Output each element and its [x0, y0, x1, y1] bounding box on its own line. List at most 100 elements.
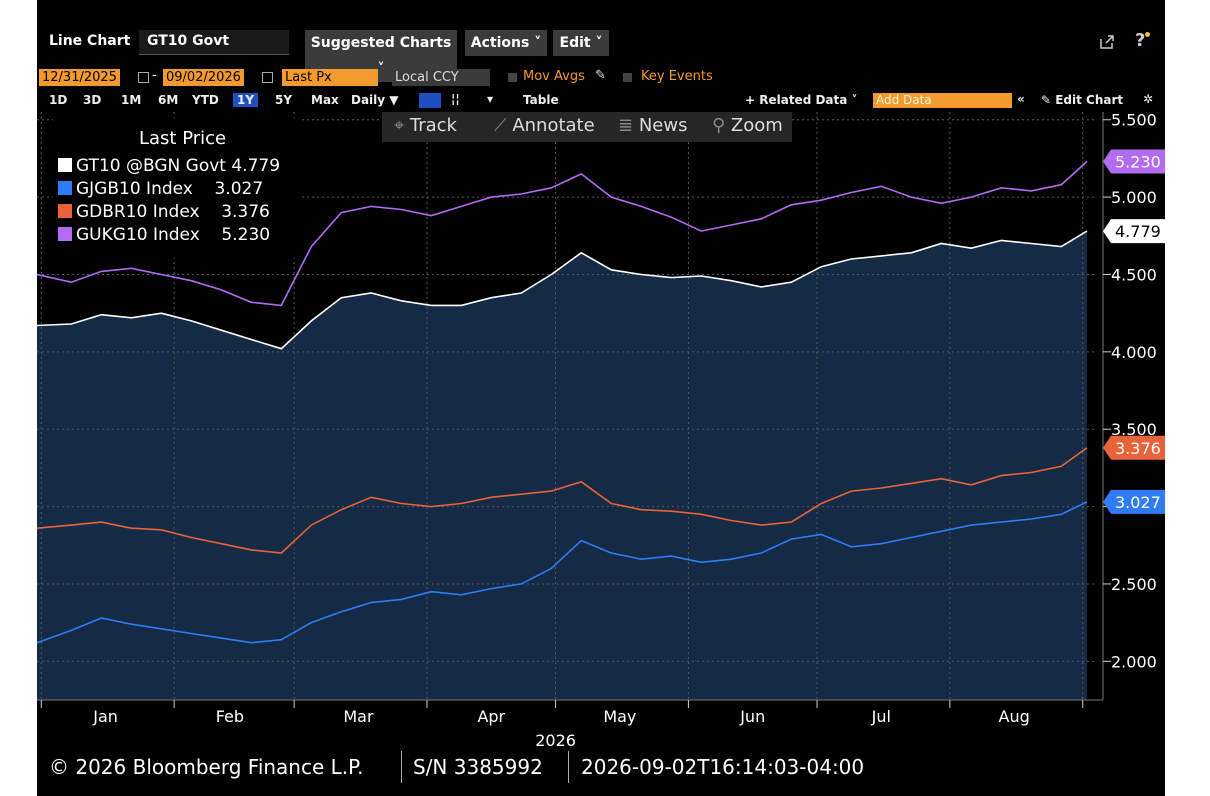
annotate-label: Annotate [512, 115, 595, 136]
value-tag-shape [1103, 219, 1165, 244]
calendar-icon[interactable] [262, 72, 273, 83]
footer-divider [401, 751, 402, 783]
legend-value: 3.027 [214, 179, 264, 199]
start-date-field[interactable]: 12/31/2025 [39, 69, 120, 86]
value-tag-label: 5.230 [1115, 153, 1161, 172]
edit-chart-button[interactable]: ✎ Edit Chart [1041, 93, 1123, 107]
legend-label: GJGB10 Index [76, 179, 193, 199]
x-tick-label: Jul [871, 707, 891, 726]
period-ytd[interactable]: YTD [192, 93, 219, 107]
checkbox-icon[interactable] [508, 73, 517, 82]
y-tick-label: 2.500 [1111, 575, 1157, 594]
legend-swatch [58, 181, 72, 195]
add-data-input[interactable]: Add Data [873, 93, 1012, 108]
x-tick-label: May [603, 707, 636, 726]
legend-value: 3.376 [221, 202, 270, 222]
last-value-tag-gt10: 4.779 [1103, 219, 1165, 244]
legend-label: GT10 @BGN Govt [76, 156, 226, 176]
bloomberg-chart-window: Line Chart GT10 Govt Suggested Charts ˅ … [37, 0, 1165, 796]
legend: Last Price GT10 @BGN Govt 4.779 GJGB10 I… [53, 118, 299, 258]
edit-chart-label: Edit Chart [1055, 93, 1124, 107]
x-tick-label: Mar [343, 707, 374, 726]
security-field[interactable]: GT10 Govt [139, 30, 289, 55]
serial-number: S/N 3385992 [413, 755, 543, 779]
help-icon[interactable]: ? [1135, 30, 1150, 51]
period-1m[interactable]: 1M [121, 93, 142, 107]
export-icon-graphic [1100, 35, 1114, 49]
export-icon[interactable] [1099, 34, 1115, 50]
period-3d[interactable]: 3D [83, 93, 102, 107]
period-max[interactable]: Max [311, 93, 339, 107]
legend-label: GDBR10 Index [76, 202, 200, 222]
x-tick-label: Jan [92, 707, 118, 726]
security-value: GT10 Govt [147, 33, 230, 49]
copyright-text: © 2026 Bloomberg Finance L.P. [49, 755, 364, 779]
track-label: Track [409, 115, 457, 136]
candle-icon[interactable]: ¦¦ [451, 92, 460, 106]
legend-value: 4.779 [231, 156, 281, 176]
x-tick-label: Aug [999, 707, 1030, 726]
help-dot-icon [1145, 32, 1150, 37]
news-button[interactable]: ≣ News [618, 115, 687, 136]
period-bar: 1D 3D 1M 6M YTD 1Y 5Y Max Daily ▼ ¦¦ ▾ T… [37, 92, 1165, 109]
calendar-icon[interactable] [138, 72, 149, 83]
legend-row-gukg10: GUKG10 Index 5.230 [58, 225, 270, 245]
pencil-icon: ✎ [1041, 93, 1056, 107]
annotate-button[interactable]: ⟋ Annotate [494, 115, 595, 136]
period-6m[interactable]: 6M [158, 93, 179, 107]
legend-row-gjgb10: GJGB10 Index 3.027 [58, 179, 263, 199]
crosshair-icon: ⌖ [394, 115, 410, 136]
field-selector[interactable]: Last Px [282, 69, 378, 86]
track-button[interactable]: ⌖ Track [394, 115, 457, 136]
legend-title: Last Price [139, 128, 227, 149]
last-value-tag-gdbr10: 3.376 [1103, 435, 1165, 460]
period-1y[interactable]: 1Y [233, 93, 259, 107]
controls-bar: 12/31/2025 - 09/02/2026 Last Px Local CC… [37, 65, 1165, 93]
zoom-button[interactable]: ⚲ Zoom [712, 115, 783, 136]
news-lines-icon: ≣ [618, 115, 639, 136]
legend-row-gdbr10: GDBR10 Index 3.376 [58, 202, 270, 222]
frequency-selector[interactable]: Daily ▼ [351, 93, 399, 107]
last-value-tag-gukg10: 5.230 [1103, 149, 1165, 174]
legend-value: 5.230 [221, 225, 271, 245]
chart-toolbar: ⌖ Track ⟋ Annotate ≣ News ⚲ Zoom [382, 112, 792, 142]
checkbox-icon[interactable] [623, 73, 632, 82]
y-tick-label: 3.500 [1111, 420, 1157, 439]
series-line-gjgb10 [37, 501, 1088, 644]
currency-selector[interactable]: Local CCY [392, 69, 490, 86]
settings-gear-icon[interactable]: ✲ [1143, 92, 1154, 106]
series-line-gdbr10 [37, 447, 1088, 554]
line-chart-icon[interactable] [419, 93, 441, 108]
period-5y[interactable]: 5Y [275, 93, 293, 107]
pencil-icon[interactable]: ✎ [595, 68, 606, 83]
actions-menu[interactable]: Actions ˅ [465, 30, 547, 56]
x-tick-label: Jun [739, 707, 765, 726]
collapse-icon[interactable]: « [1017, 92, 1025, 106]
dropdown-icon[interactable]: ▾ [487, 92, 494, 106]
mov-avgs-label[interactable]: Mov Avgs [523, 69, 585, 84]
gt10-area-fill [37, 231, 1087, 700]
value-tag-label: 4.779 [1115, 222, 1161, 241]
value-tag-shape [1103, 149, 1165, 174]
legend-row-gt10: GT10 @BGN Govt 4.779 [58, 156, 280, 176]
zoom-label: Zoom [730, 115, 783, 136]
key-events-label[interactable]: Key Events [641, 69, 713, 84]
value-tag-shape [1103, 489, 1165, 514]
table-button[interactable]: Table [523, 93, 559, 107]
end-date-field[interactable]: 09/02/2026 [163, 69, 244, 86]
y-tick-label: 4.000 [1111, 343, 1157, 362]
legend-swatch [58, 204, 72, 218]
legend-swatch [58, 158, 72, 172]
value-tag-label: 3.027 [1115, 493, 1161, 512]
value-tag-shape [1103, 435, 1165, 460]
related-data-button[interactable]: + Related Data ˅ [745, 93, 858, 107]
y-tick-label: 2.000 [1111, 652, 1157, 671]
series-line-gt10 [37, 230, 1088, 350]
magnifier-icon: ⚲ [712, 115, 731, 136]
edit-menu[interactable]: Edit ˅ [553, 30, 609, 56]
y-tick-label: 4.500 [1111, 265, 1157, 284]
y-tick-label: 5.500 [1111, 111, 1157, 130]
x-axis-band [37, 701, 1165, 751]
period-1d[interactable]: 1D [49, 93, 68, 107]
date-separator: - [152, 68, 157, 83]
